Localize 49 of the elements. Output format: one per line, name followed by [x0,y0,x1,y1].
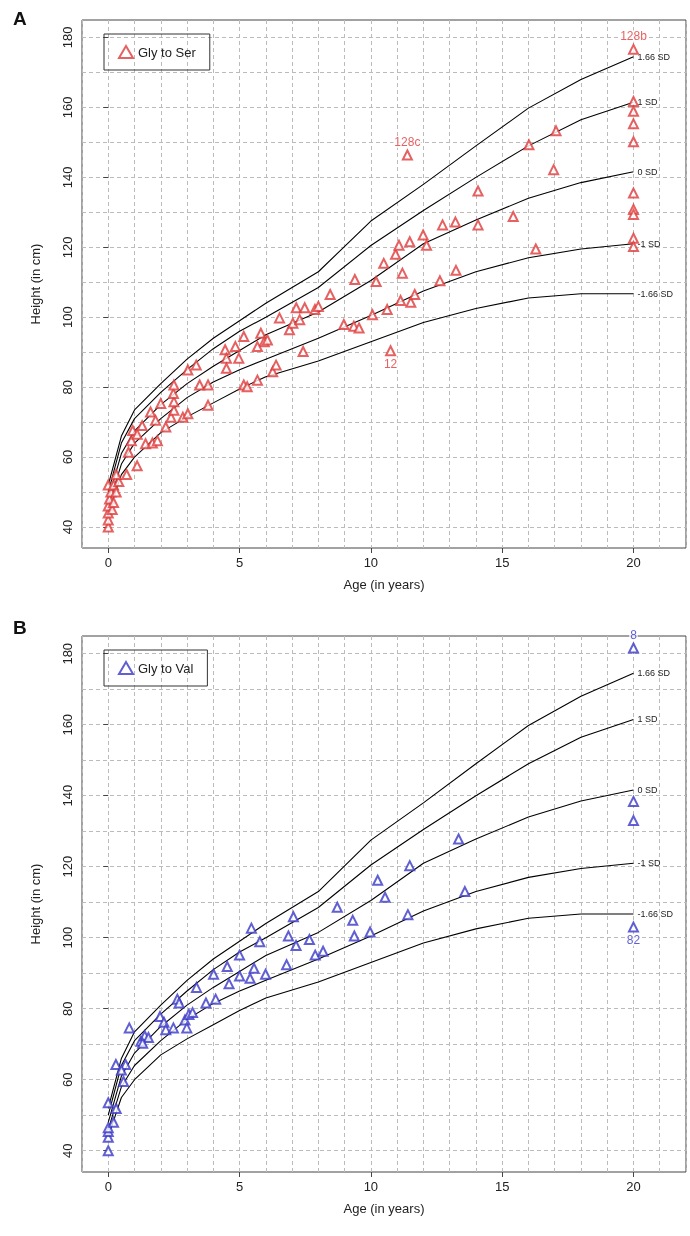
annotation: 128c [394,134,421,149]
series-label: 1.66 SD [637,668,671,679]
series-label: 1 SD [637,97,658,108]
annotation: 12 [383,356,398,371]
x-tick-label: 10 [363,555,379,570]
y-tick-label: 160 [60,96,75,119]
chart-title: A [13,8,27,29]
series-label: 0 SD [637,785,658,796]
y-tick-label: 140 [60,166,75,189]
x-tick-label: 5 [235,1179,244,1194]
y-tick-label: 60 [60,449,75,465]
series-label: -1 SD [637,238,661,249]
x-tick-label: 15 [494,555,510,570]
y-tick-label: 160 [60,713,75,736]
y-tick-label: 80 [60,379,75,395]
y-axis-title: Height (in cm) [28,243,43,325]
y-tick-label: 120 [60,236,75,259]
series-label: 1.66 SD [637,51,671,62]
series-label: -1 SD [637,858,661,869]
x-tick-label: 10 [363,1179,379,1194]
x-axis-title: Age (in years) [343,1201,425,1216]
y-tick-label: 180 [60,642,75,665]
x-tick-label: 20 [626,1179,641,1194]
series-label: 0 SD [637,166,658,177]
y-tick-label: 80 [60,1001,75,1016]
x-tick-label: 0 [104,1179,112,1194]
y-tick-label: 60 [60,1072,75,1087]
x-tick-label: 15 [494,1179,510,1194]
y-tick-label: 180 [60,26,75,49]
y-tick-label: 100 [60,926,75,949]
x-tick-label: 0 [104,555,112,570]
y-tick-label: 140 [60,784,75,807]
series-label: 1 SD [637,714,658,725]
x-tick-label: 20 [626,555,641,570]
y-tick-label: 40 [60,1143,75,1158]
y-tick-label: 40 [60,519,75,535]
annotation: 8 [630,628,638,643]
y-tick-label: 100 [60,306,75,329]
y-tick-label: 120 [60,855,75,878]
x-tick-label: 5 [235,555,244,570]
annotation: 82 [626,933,641,948]
y-axis-title: Height (in cm) [28,863,43,945]
annotation: 128b [620,29,648,44]
legend-label: Gly to Val [138,660,194,676]
chart-title: B [13,617,27,638]
series-label: -1.66 SD [637,288,674,299]
legend-label: Gly to Ser [138,44,197,60]
series-label: -1.66 SD [637,908,674,919]
x-axis-title: Age (in years) [343,577,425,592]
